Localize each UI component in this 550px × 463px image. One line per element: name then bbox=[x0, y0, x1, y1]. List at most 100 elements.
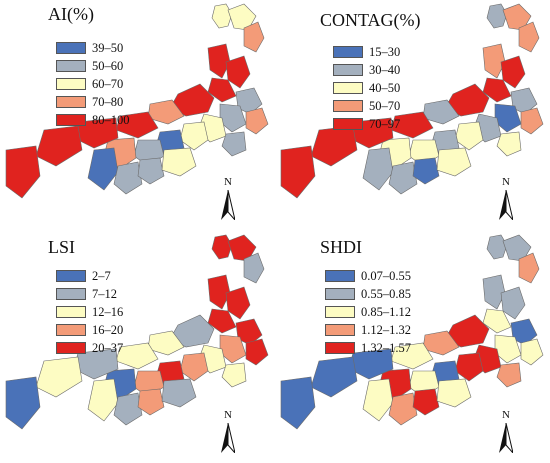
lsi-legend-item: 12–16 bbox=[56, 303, 123, 321]
lsi-map-region bbox=[5, 376, 41, 430]
contag-legend-item: 40–50 bbox=[333, 79, 400, 97]
lsi-map-region bbox=[179, 352, 209, 382]
map-panel-lsi: LSI 2–7 7–12 12–16 16–20 20–37 N bbox=[0, 231, 275, 462]
north-arrow-icon bbox=[221, 190, 235, 220]
ai-map-region bbox=[113, 161, 143, 195]
map-panel-contag: CONTAG(%) 15–30 30–40 40–50 50–70 70–97 … bbox=[275, 0, 550, 231]
contag-map-region bbox=[454, 121, 484, 151]
ai-legend-swatch bbox=[56, 114, 86, 126]
ai-legend-item: 39–50 bbox=[56, 39, 130, 57]
contag-map-region bbox=[280, 145, 316, 199]
lsi-legend-label: 16–20 bbox=[92, 322, 124, 337]
shdi-map-region bbox=[436, 378, 472, 408]
lsi-map-region bbox=[207, 308, 237, 334]
contag-legend-label: 50–70 bbox=[369, 98, 401, 113]
ai-legend: 39–50 50–60 60–70 70–80 80–100 bbox=[56, 39, 130, 129]
shdi-legend-item: 1.12–1.32 bbox=[325, 321, 411, 339]
contag-legend-item: 15–30 bbox=[333, 43, 400, 61]
ai-map-region bbox=[225, 55, 251, 89]
shdi-north-arrow: N bbox=[497, 409, 515, 453]
ai-legend-swatch bbox=[56, 42, 86, 54]
map-panel-ai: AI(%) 39–50 50–60 60–70 70–80 80–100 N bbox=[0, 0, 275, 231]
ai-map-region bbox=[245, 107, 269, 135]
shdi-map-region bbox=[510, 318, 538, 346]
contag-map-region bbox=[436, 147, 472, 177]
lsi-map-region bbox=[207, 274, 231, 310]
lsi-map-region bbox=[245, 338, 269, 366]
ai-map-region bbox=[221, 131, 247, 157]
contag-legend-label: 15–30 bbox=[369, 44, 401, 59]
contag-legend-item: 30–40 bbox=[333, 61, 400, 79]
shdi-legend-label: 1.32–1.57 bbox=[361, 340, 411, 355]
ai-legend-label: 50–60 bbox=[92, 58, 124, 73]
ai-map-region bbox=[211, 3, 233, 29]
shdi-legend-label: 0.55–0.85 bbox=[361, 286, 411, 301]
contag-legend-label: 30–40 bbox=[369, 62, 401, 77]
contag-map-title: CONTAG(%) bbox=[320, 10, 421, 30]
lsi-legend-swatch bbox=[56, 324, 86, 336]
north-arrow-label: N bbox=[224, 409, 232, 421]
map-panel-shdi: SHDI 0.07–0.55 0.55–0.85 0.85–1.12 1.12–… bbox=[275, 231, 550, 462]
contag-legend-item: 50–70 bbox=[333, 97, 400, 115]
contag-legend-swatch bbox=[333, 46, 363, 58]
lsi-legend-label: 20–37 bbox=[92, 340, 124, 355]
ai-map-region bbox=[207, 77, 237, 103]
ai-legend-swatch bbox=[56, 96, 86, 108]
lsi-legend-swatch bbox=[56, 306, 86, 318]
shdi-map-region bbox=[500, 286, 526, 320]
lsi-legend-item: 16–20 bbox=[56, 321, 123, 339]
shdi-legend: 0.07–0.55 0.55–0.85 0.85–1.12 1.12–1.32 … bbox=[325, 267, 411, 357]
contag-map-region bbox=[500, 55, 526, 89]
contag-map-region bbox=[482, 77, 512, 103]
lsi-legend-label: 7–12 bbox=[92, 286, 117, 301]
lsi-legend-swatch bbox=[56, 288, 86, 300]
shdi-map-region bbox=[388, 392, 418, 426]
north-arrow-icon bbox=[221, 423, 235, 453]
contag-legend-swatch bbox=[333, 118, 363, 130]
ai-map-region bbox=[207, 43, 231, 79]
contag-legend-label: 70–97 bbox=[369, 116, 401, 131]
contag-legend-swatch bbox=[333, 100, 363, 112]
lsi-legend-item: 2–7 bbox=[56, 267, 123, 285]
lsi-map-title: LSI bbox=[48, 237, 75, 257]
contag-map-region bbox=[496, 131, 522, 157]
ai-map-region bbox=[87, 147, 119, 191]
shdi-legend-label: 0.07–0.55 bbox=[361, 268, 411, 283]
contag-legend-swatch bbox=[333, 64, 363, 76]
north-arrow-icon bbox=[499, 423, 513, 453]
shdi-choropleth-map bbox=[280, 234, 544, 430]
shdi-legend-item: 1.32–1.57 bbox=[325, 339, 411, 357]
ai-choropleth-map bbox=[5, 3, 269, 199]
north-arrow-label: N bbox=[502, 176, 510, 188]
ai-legend-item: 50–60 bbox=[56, 57, 130, 75]
contag-map-region bbox=[520, 107, 544, 135]
ai-map-title: AI(%) bbox=[48, 4, 94, 24]
shdi-map-region bbox=[520, 338, 544, 366]
lsi-legend-label: 2–7 bbox=[92, 268, 111, 283]
ai-map-region bbox=[35, 125, 83, 167]
contag-map-region bbox=[412, 157, 440, 185]
contag-map-region bbox=[510, 87, 538, 115]
ai-north-arrow: N bbox=[219, 176, 237, 220]
ai-legend-swatch bbox=[56, 60, 86, 72]
lsi-map-region bbox=[235, 318, 263, 346]
lsi-map-region bbox=[87, 378, 119, 422]
ai-legend-item: 70–80 bbox=[56, 93, 130, 111]
shdi-legend-swatch bbox=[325, 270, 355, 282]
shdi-map-region bbox=[280, 376, 316, 430]
ai-legend-label: 80–100 bbox=[92, 112, 130, 127]
ai-legend-swatch bbox=[56, 78, 86, 90]
contag-legend: 15–30 30–40 40–50 50–70 70–97 bbox=[333, 43, 400, 133]
ai-map-region bbox=[179, 121, 209, 151]
lsi-map-region bbox=[161, 378, 197, 408]
ai-map-region bbox=[243, 21, 265, 53]
shdi-map-region bbox=[482, 308, 512, 334]
shdi-legend-swatch bbox=[325, 342, 355, 354]
lsi-legend-swatch bbox=[56, 270, 86, 282]
shdi-map-title: SHDI bbox=[320, 237, 363, 257]
shdi-legend-swatch bbox=[325, 324, 355, 336]
lsi-legend-item: 20–37 bbox=[56, 339, 123, 357]
contag-legend-swatch bbox=[333, 82, 363, 94]
ai-map-region bbox=[137, 157, 165, 185]
lsi-map-region bbox=[137, 388, 165, 416]
